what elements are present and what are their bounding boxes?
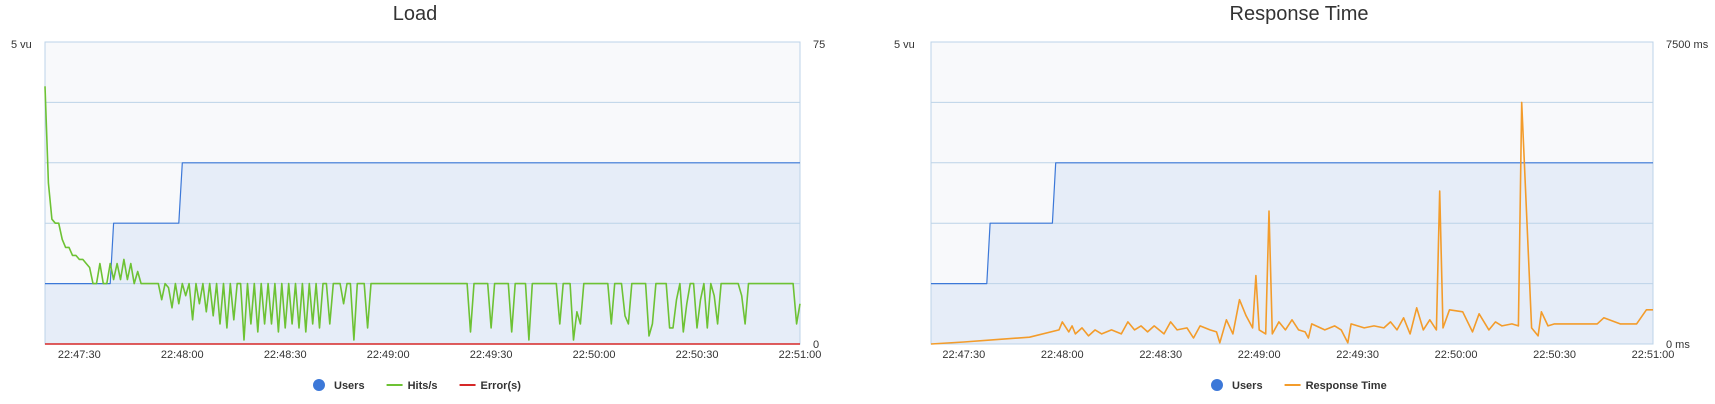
series-line-users	[45, 162, 800, 285]
x-tick-label: 22:48:00	[161, 349, 204, 361]
series-line-response-time	[930, 101, 1653, 345]
right-axis-bottom-label: 0 ms	[1666, 339, 1690, 351]
left-axis-top-label: 5 vu	[894, 39, 915, 51]
series-line-users	[931, 162, 1653, 285]
legend-marker	[313, 379, 325, 391]
right-axis-bottom-label: 0	[813, 339, 819, 351]
chart-load: Load 5 vu 75 0 22:47:30 22:48:00 22:48:30 22:49…	[11, 3, 825, 392]
x-tick-label: 22:47:30	[58, 349, 101, 361]
right-axis-top-label: 75	[813, 39, 825, 51]
legend-item-users[interactable]: Users	[313, 379, 365, 392]
x-tick-label: 22:49:00	[367, 349, 410, 361]
chart-title: Load	[393, 3, 438, 25]
legend-label: Users	[1232, 380, 1263, 392]
legend-marker	[1211, 379, 1223, 391]
x-tick-label: 22:50:30	[676, 349, 719, 361]
x-tick-label: 22:47:30	[942, 349, 985, 361]
x-tick-label: 22:50:30	[1533, 349, 1576, 361]
x-tick-label: 22:48:30	[1139, 349, 1182, 361]
x-tick-label: 22:51:00	[1632, 349, 1675, 361]
legend-item-hits-s[interactable]: Hits/s	[386, 380, 438, 392]
x-tick-label: 22:51:00	[779, 349, 822, 361]
x-tick-label: 22:48:30	[264, 349, 307, 361]
x-tick-label: 22:49:30	[470, 349, 513, 361]
chart-response-time: Response Time 5 vu 7500 ms 0 ms 22:47:30 22:4…	[894, 3, 1709, 392]
legend-label: Users	[334, 380, 365, 392]
series-line-hits-s	[44, 86, 801, 341]
left-axis-top-label: 5 vu	[11, 39, 32, 51]
legend-label: Hits/s	[408, 380, 438, 392]
plot-border	[930, 41, 1654, 345]
legend-item-users[interactable]: Users	[1211, 379, 1263, 392]
right-axis-top-label: 7500 ms	[1666, 39, 1709, 51]
users-area	[931, 162, 1653, 344]
x-tick-label: 22:49:30	[1336, 349, 1379, 361]
chart-title: Response Time	[1230, 3, 1369, 25]
legend-item-response-time[interactable]: Response Time	[1284, 380, 1387, 392]
legend-item-error-s[interactable]: Error(s)	[459, 380, 522, 392]
x-tick-label: 22:50:00	[573, 349, 616, 361]
x-tick-label: 22:50:00	[1435, 349, 1478, 361]
legend-label: Response Time	[1306, 380, 1387, 392]
legend-label: Error(s)	[481, 380, 522, 392]
x-tick-label: 22:49:00	[1238, 349, 1281, 361]
users-area	[45, 162, 800, 344]
x-tick-label: 22:48:00	[1041, 349, 1084, 361]
